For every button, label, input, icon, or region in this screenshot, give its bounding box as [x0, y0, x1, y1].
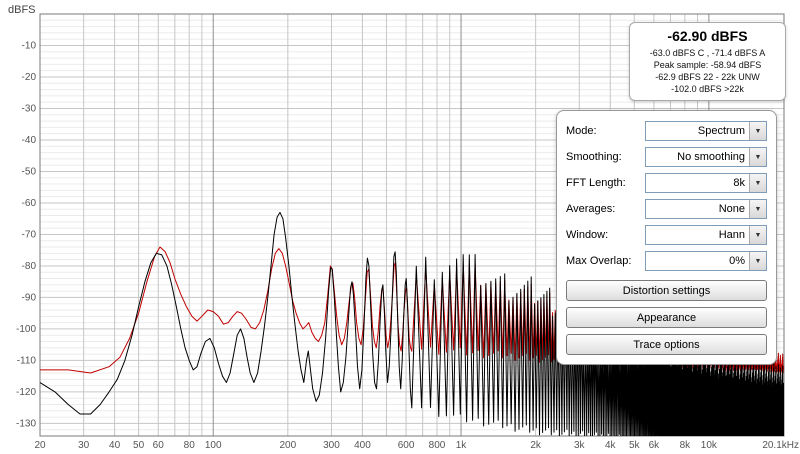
- svg-text:30: 30: [78, 440, 90, 451]
- svg-text:200: 200: [279, 440, 296, 451]
- chevron-down-icon[interactable]: ▼: [749, 174, 766, 192]
- svg-text:6k: 6k: [649, 440, 661, 451]
- svg-text:300: 300: [323, 440, 340, 451]
- max-overlap-select[interactable]: 0% ▼: [645, 251, 767, 271]
- svg-text:50: 50: [133, 440, 145, 451]
- smoothing-value: No smoothing: [677, 151, 745, 163]
- readout-peak-sample: Peak sample: -58.94 dBFS: [653, 60, 762, 70]
- chevron-down-icon[interactable]: ▼: [749, 148, 766, 166]
- mode-label: Mode:: [566, 125, 597, 137]
- window-label: Window:: [566, 229, 609, 241]
- svg-text:5k: 5k: [629, 440, 641, 451]
- svg-text:-120: -120: [16, 387, 36, 398]
- svg-text:1k: 1k: [456, 440, 468, 451]
- svg-text:20.1kHz: 20.1kHz: [762, 440, 799, 451]
- svg-text:4k: 4k: [605, 440, 617, 451]
- svg-text:-80: -80: [22, 261, 37, 272]
- max-overlap-label: Max Overlap:: [566, 255, 632, 267]
- svg-text:-10: -10: [22, 40, 37, 51]
- smoothing-label: Smoothing:: [566, 151, 622, 163]
- readout-above-22k: -102.0 dBFS >22k: [671, 84, 744, 94]
- distortion-settings-button[interactable]: Distortion settings: [566, 280, 767, 301]
- trace-black: [40, 211, 784, 436]
- svg-text:3k: 3k: [574, 440, 586, 451]
- mode-value: Spectrum: [697, 125, 745, 137]
- window-row: Window: Hann ▼: [566, 222, 767, 248]
- readout-band-level: -62.9 dBFS 22 - 22k UNW: [655, 72, 760, 82]
- max-overlap-row: Max Overlap: 0% ▼: [566, 248, 767, 274]
- window-select[interactable]: Hann ▼: [645, 225, 767, 245]
- svg-text:10k: 10k: [701, 440, 718, 451]
- chevron-down-icon[interactable]: ▼: [749, 226, 766, 244]
- svg-text:-60: -60: [22, 198, 37, 209]
- svg-text:600: 600: [398, 440, 415, 451]
- controls-panel: Mode: Spectrum ▼ Smoothing: No smoothing…: [556, 110, 777, 365]
- svg-text:2k: 2k: [530, 440, 542, 451]
- svg-text:-40: -40: [22, 135, 37, 146]
- appearance-button[interactable]: Appearance: [566, 307, 767, 328]
- readout-weighting: -63.0 dBFS C , -71.4 dBFS A: [649, 48, 766, 58]
- svg-text:8k: 8k: [680, 440, 692, 451]
- averages-select[interactable]: None ▼: [645, 199, 767, 219]
- svg-text:-50: -50: [22, 166, 37, 177]
- svg-text:-90: -90: [22, 292, 37, 303]
- smoothing-row: Smoothing: No smoothing ▼: [566, 144, 767, 170]
- svg-text:-110: -110: [17, 355, 37, 366]
- svg-text:800: 800: [429, 440, 446, 451]
- chevron-down-icon[interactable]: ▼: [749, 252, 766, 270]
- svg-text:60: 60: [153, 440, 165, 451]
- svg-text:-100: -100: [16, 324, 36, 335]
- svg-text:-20: -20: [22, 72, 37, 83]
- averages-label: Averages:: [566, 203, 616, 215]
- averages-row: Averages: None ▼: [566, 196, 767, 222]
- mode-row: Mode: Spectrum ▼: [566, 118, 767, 144]
- smoothing-select[interactable]: No smoothing ▼: [645, 147, 767, 167]
- fft-length-value: 8k: [733, 177, 745, 189]
- svg-text:-70: -70: [22, 229, 37, 240]
- svg-text:80: 80: [184, 440, 196, 451]
- chevron-down-icon[interactable]: ▼: [749, 122, 766, 140]
- svg-text:40: 40: [109, 440, 121, 451]
- max-overlap-value: 0%: [729, 255, 745, 267]
- window-value: Hann: [718, 229, 745, 241]
- fft-length-label: FFT Length:: [566, 177, 626, 189]
- averages-value: None: [718, 203, 745, 215]
- level-readout-box: -62.90 dBFS -63.0 dBFS C , -71.4 dBFS A …: [629, 22, 786, 101]
- svg-text:400: 400: [354, 440, 371, 451]
- svg-text:-130: -130: [16, 418, 36, 429]
- trace-options-button[interactable]: Trace options: [566, 334, 767, 355]
- fft-length-select[interactable]: 8k ▼: [645, 173, 767, 193]
- svg-text:100: 100: [205, 440, 222, 451]
- fft-length-row: FFT Length: 8k ▼: [566, 170, 767, 196]
- svg-text:dBFS: dBFS: [8, 4, 36, 16]
- main-level-value: -62.90 dBFS: [667, 28, 748, 44]
- svg-text:20: 20: [34, 440, 46, 451]
- chevron-down-icon[interactable]: ▼: [749, 200, 766, 218]
- mode-select[interactable]: Spectrum ▼: [645, 121, 767, 141]
- svg-text:-30: -30: [22, 103, 37, 114]
